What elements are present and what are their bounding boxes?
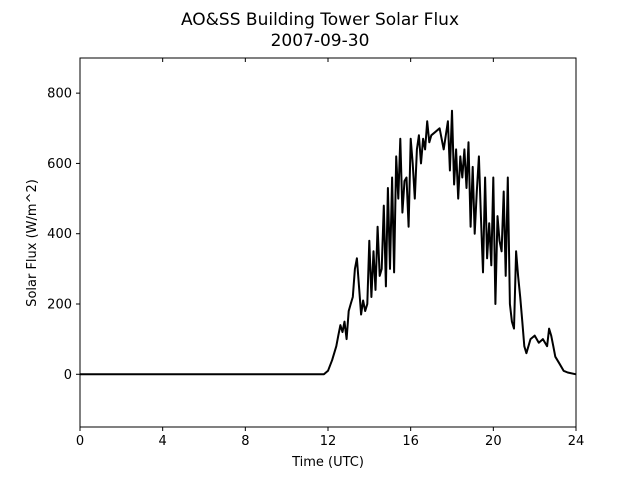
y-tick-label: 400: [47, 227, 72, 242]
y-axis-label: Solar Flux (W/m^2): [25, 179, 40, 307]
y-tick-label: 0: [64, 368, 72, 383]
x-tick-label: 8: [241, 434, 249, 449]
x-tick-label: 0: [76, 434, 84, 449]
x-axis-label: Time (UTC): [291, 455, 364, 470]
chart-title: AO&SS Building Tower Solar Flux: [181, 10, 459, 30]
chart-subtitle: 2007-09-30: [271, 31, 370, 51]
x-tick-label: 12: [320, 434, 337, 449]
x-tick-label: 4: [159, 434, 167, 449]
axes: 0 4 8 12 16 20 24 0 200 400 600 800: [47, 58, 584, 449]
y-tick-label: 600: [47, 157, 72, 172]
flux-series-line: [80, 109, 577, 376]
x-tick-label: 20: [485, 434, 502, 449]
plot-frame: [79, 57, 577, 428]
y-tick-label: 800: [47, 87, 72, 102]
x-tick-label: 24: [568, 434, 585, 449]
y-tick-label: 200: [47, 298, 72, 313]
x-tick-label: 16: [402, 434, 419, 449]
